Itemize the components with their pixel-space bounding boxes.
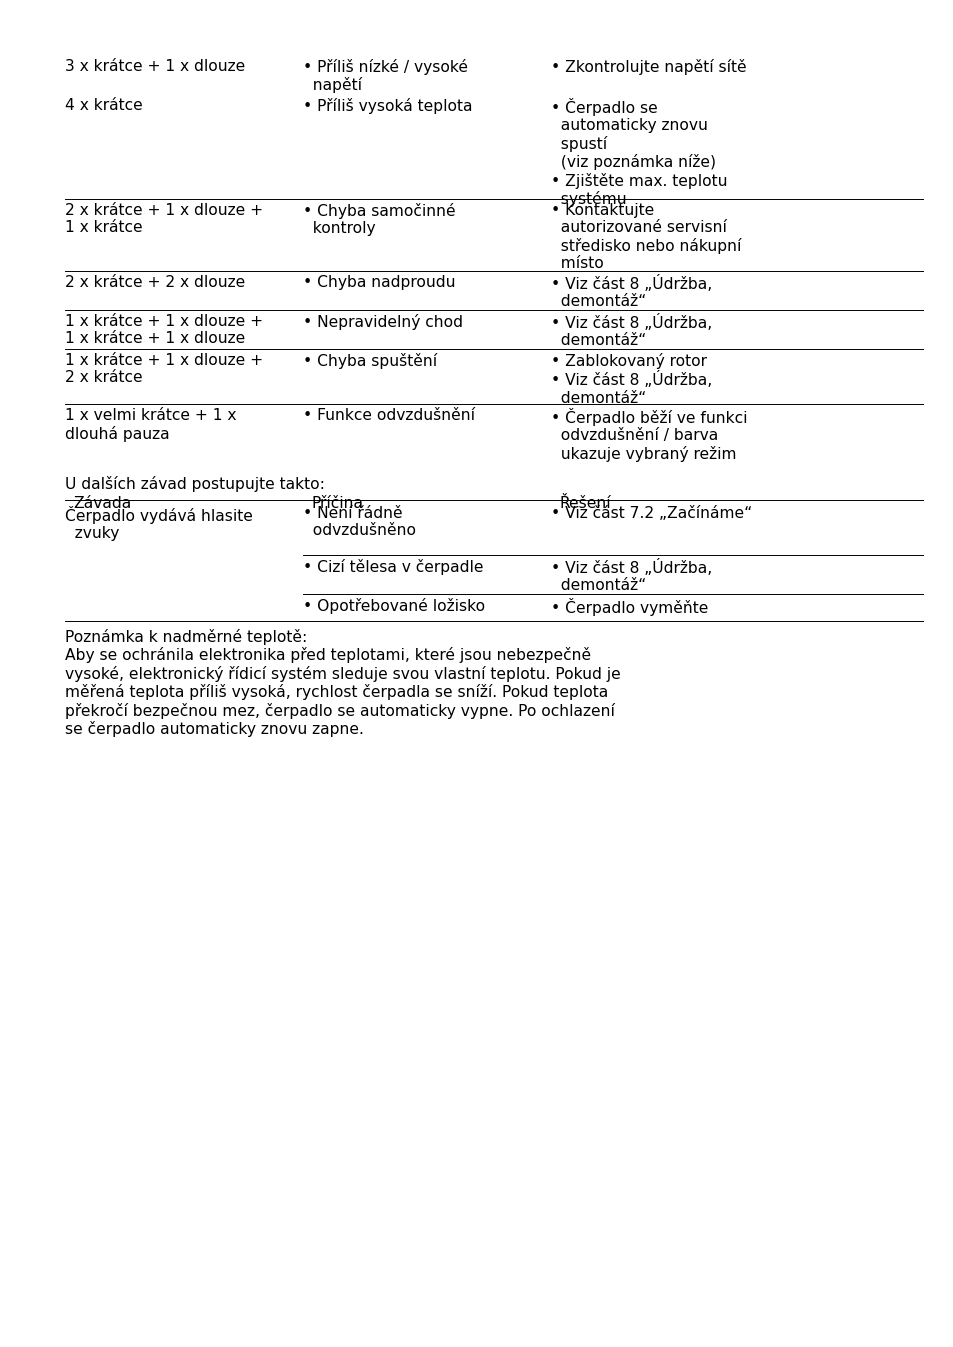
Text: • Chyba samočinné
  kontroly: • Chyba samočinné kontroly	[303, 202, 456, 236]
Text: Aby se ochránila elektronika před teplotami, které jsou nebezpečně: Aby se ochránila elektronika před teplot…	[65, 647, 590, 663]
Text: • Opotřebované ložisko: • Opotřebované ložisko	[303, 598, 485, 614]
Text: Příčina: Příčina	[311, 496, 363, 511]
Text: 2 x krátce + 1 x dlouze +
1 x krátce: 2 x krátce + 1 x dlouze + 1 x krátce	[65, 202, 263, 234]
Text: Řešení: Řešení	[558, 496, 610, 511]
Text: • Čerpadlo vyměňte: • Čerpadlo vyměňte	[551, 598, 708, 616]
Text: • Chyba nadproudu: • Chyba nadproudu	[303, 275, 456, 290]
Text: měřená teplota příliš vysoká, rychlost čerpadla se sníží. Pokud teplota: měřená teplota příliš vysoká, rychlost č…	[65, 684, 607, 700]
Text: se čerpadlo automaticky znovu zapne.: se čerpadlo automaticky znovu zapne.	[65, 721, 363, 737]
Text: 1 x krátce + 1 x dlouze +
2 x krátce: 1 x krátce + 1 x dlouze + 2 x krátce	[65, 353, 263, 385]
Text: • Viz část 8 „Údržba,
  demontáž“: • Viz část 8 „Údržba, demontáž“	[551, 314, 712, 348]
Text: vysoké, elektronický řídicí systém sleduje svou vlastní teplotu. Pokud je: vysoké, elektronický řídicí systém sledu…	[65, 665, 620, 682]
Text: 1 x velmi krátce + 1 x
dlouhá pauza: 1 x velmi krátce + 1 x dlouhá pauza	[65, 408, 236, 442]
Text: U dalších závad postupujte takto:: U dalších závad postupujte takto:	[65, 475, 324, 492]
Text: • Nepravidelný chod: • Nepravidelný chod	[303, 314, 463, 330]
Text: 3 x krátce + 1 x dlouze: 3 x krátce + 1 x dlouze	[65, 58, 245, 74]
Text: • Zablokovaný rotor
• Viz část 8 „Údržba,
  demontáž“: • Zablokovaný rotor • Viz část 8 „Údržba…	[551, 353, 712, 405]
Text: • Příliš vysoká teplota: • Příliš vysoká teplota	[303, 97, 473, 113]
Text: • Cizí tělesa v čerpadle: • Cizí tělesa v čerpadle	[303, 559, 483, 575]
Text: • Čerpadlo běží ve funkci
  odvzdušnění / barva
  ukazuje vybraný režim: • Čerpadlo běží ve funkci odvzdušnění / …	[551, 408, 747, 462]
Text: • Chyba spuštění: • Chyba spuštění	[303, 353, 437, 369]
Text: • Viz část 8 „Údržba,
  demontáž“: • Viz část 8 „Údržba, demontáž“	[551, 275, 712, 308]
Text: • Příliš nízké / vysoké
  napětí: • Příliš nízké / vysoké napětí	[303, 58, 468, 93]
Text: 4 x krátce: 4 x krátce	[65, 97, 142, 113]
Text: • Čerpadlo se
  automaticky znovu
  spustí
  (viz poznámka níže)
• Zjištěte max.: • Čerpadlo se automaticky znovu spustí (…	[551, 97, 727, 207]
Text: • Viz část 7.2 „Začínáme“: • Viz část 7.2 „Začínáme“	[551, 506, 752, 521]
Text: • Není řádně
  odvzdušněno: • Není řádně odvzdušněno	[303, 506, 416, 539]
Text: 1 x krátce + 1 x dlouze +
1 x krátce + 1 x dlouze: 1 x krátce + 1 x dlouze + 1 x krátce + 1…	[65, 314, 263, 346]
Text: • Zkontrolujte napětí sítě: • Zkontrolujte napětí sítě	[551, 58, 746, 74]
Text: • Kontaktujte
  autorizované servisní
  středisko nebo nákupní
  místo: • Kontaktujte autorizované servisní stře…	[551, 202, 741, 271]
Text: Závada: Závada	[72, 496, 131, 511]
Text: 2 x krátce + 2 x dlouze: 2 x krátce + 2 x dlouze	[65, 275, 245, 290]
Text: Poznámka k nadměrné teplotě:: Poznámka k nadměrné teplotě:	[65, 629, 307, 645]
Text: překročí bezpečnou mez, čerpadlo se automaticky vypne. Po ochlazení: překročí bezpečnou mez, čerpadlo se auto…	[65, 703, 614, 718]
Text: • Viz část 8 „Údržba,
  demontáž“: • Viz část 8 „Údržba, demontáž“	[551, 559, 712, 594]
Text: • Funkce odvzdušnění: • Funkce odvzdušnění	[303, 408, 475, 423]
Text: Čerpadlo vydává hlasite
  zvuky: Čerpadlo vydává hlasite zvuky	[65, 506, 253, 541]
